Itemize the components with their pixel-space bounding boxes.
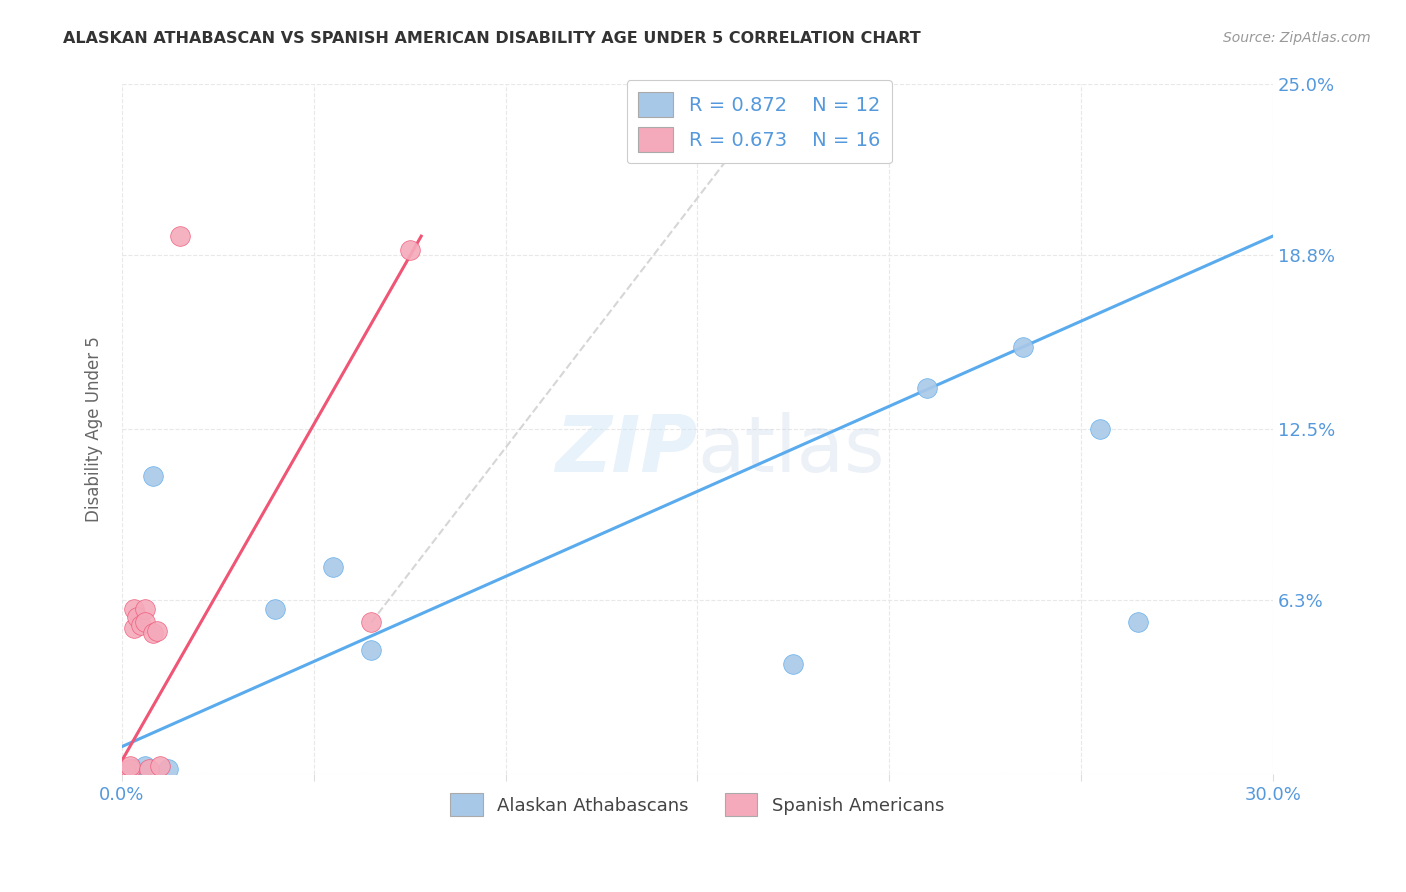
Point — [169, 229, 191, 244]
Point — [134, 759, 156, 773]
Point — [122, 621, 145, 635]
Point — [360, 615, 382, 630]
Point — [142, 626, 165, 640]
Point — [1088, 422, 1111, 436]
Point — [134, 601, 156, 615]
Point — [134, 615, 156, 630]
Point — [264, 601, 287, 615]
Point — [917, 381, 939, 395]
Point — [360, 643, 382, 657]
Point — [129, 618, 152, 632]
Point — [157, 762, 180, 776]
Point — [127, 610, 149, 624]
Point — [122, 601, 145, 615]
Legend: Alaskan Athabascans, Spanish Americans: Alaskan Athabascans, Spanish Americans — [443, 786, 952, 823]
Point — [1128, 615, 1150, 630]
Text: atlas: atlas — [697, 412, 884, 488]
Point — [118, 762, 141, 776]
Point — [122, 762, 145, 776]
Text: ALASKAN ATHABASCAN VS SPANISH AMERICAN DISABILITY AGE UNDER 5 CORRELATION CHART: ALASKAN ATHABASCAN VS SPANISH AMERICAN D… — [63, 31, 921, 46]
Point — [322, 560, 344, 574]
Point — [115, 764, 138, 779]
Point — [398, 243, 420, 257]
Point — [782, 657, 804, 671]
Point — [145, 624, 167, 638]
Y-axis label: Disability Age Under 5: Disability Age Under 5 — [86, 336, 103, 522]
Point — [138, 762, 160, 776]
Point — [118, 759, 141, 773]
Point — [149, 759, 172, 773]
Text: Source: ZipAtlas.com: Source: ZipAtlas.com — [1223, 31, 1371, 45]
Text: ZIP: ZIP — [555, 412, 697, 488]
Point — [1012, 339, 1035, 353]
Point — [142, 469, 165, 483]
